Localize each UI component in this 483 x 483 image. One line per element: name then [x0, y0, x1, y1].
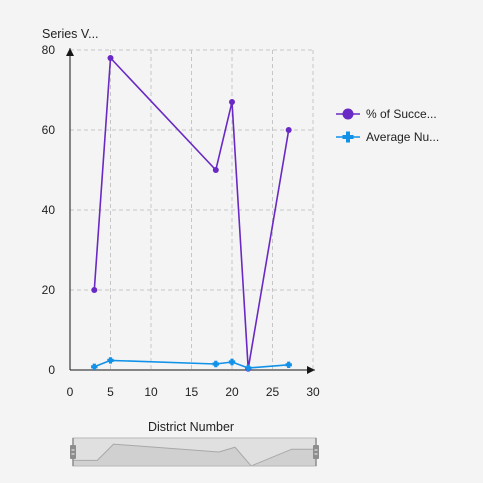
- legend-marker-circle-icon: [342, 108, 354, 120]
- x-tick-label: 10: [144, 385, 158, 399]
- data-point[interactable]: [212, 167, 219, 173]
- data-point[interactable]: [91, 363, 98, 371]
- data-point[interactable]: [245, 364, 252, 372]
- x-tick-label: 25: [266, 385, 280, 399]
- data-point[interactable]: [229, 99, 235, 105]
- x-tick-label: 20: [225, 385, 239, 399]
- data-point[interactable]: [107, 357, 114, 364]
- zoom-handle-grip-icon: [70, 445, 76, 459]
- legend-item[interactable]: Average Nu...: [336, 130, 439, 144]
- series-group: [91, 55, 292, 372]
- legend-label: Average Nu...: [366, 130, 439, 144]
- y-tick-label: 20: [42, 283, 56, 297]
- y-tick-label: 60: [42, 123, 56, 137]
- data-point[interactable]: [285, 361, 292, 369]
- data-point[interactable]: [212, 360, 219, 368]
- legend[interactable]: % of Succe... Average Nu...: [336, 107, 439, 144]
- data-point[interactable]: [91, 287, 98, 293]
- data-point[interactable]: [228, 358, 236, 366]
- legend-item[interactable]: % of Succe...: [336, 107, 437, 121]
- y-tick-label: 40: [42, 203, 56, 217]
- legend-label: % of Succe...: [366, 107, 437, 121]
- zoom-handle-right[interactable]: [313, 438, 319, 466]
- zoom-handle-grip-icon: [313, 445, 319, 459]
- series-2: [91, 357, 292, 372]
- data-point[interactable]: [107, 55, 114, 61]
- y-axis-arrow-icon: [66, 48, 74, 56]
- x-axis-arrow-icon: [307, 366, 315, 374]
- y-tick-label: 80: [42, 43, 56, 57]
- data-point[interactable]: [285, 127, 292, 133]
- y-tick-label: 0: [48, 363, 55, 377]
- axes: 0 20 40 60 80 0 5 10 15 20 25 30: [42, 43, 320, 399]
- legend-marker-plus-icon: [342, 131, 354, 143]
- x-tick-label: 0: [67, 385, 74, 399]
- series-line: [93, 57, 290, 370]
- x-axis-title: District Number: [148, 420, 234, 434]
- x-tick-label: 30: [306, 385, 320, 399]
- x-tick-label: 15: [185, 385, 199, 399]
- y-axis-title: Series V...: [42, 27, 99, 41]
- zoom-handle-left[interactable]: [70, 438, 76, 466]
- grid: [70, 49, 314, 370]
- zoom-bar[interactable]: [70, 437, 319, 467]
- x-tick-label: 5: [107, 385, 114, 399]
